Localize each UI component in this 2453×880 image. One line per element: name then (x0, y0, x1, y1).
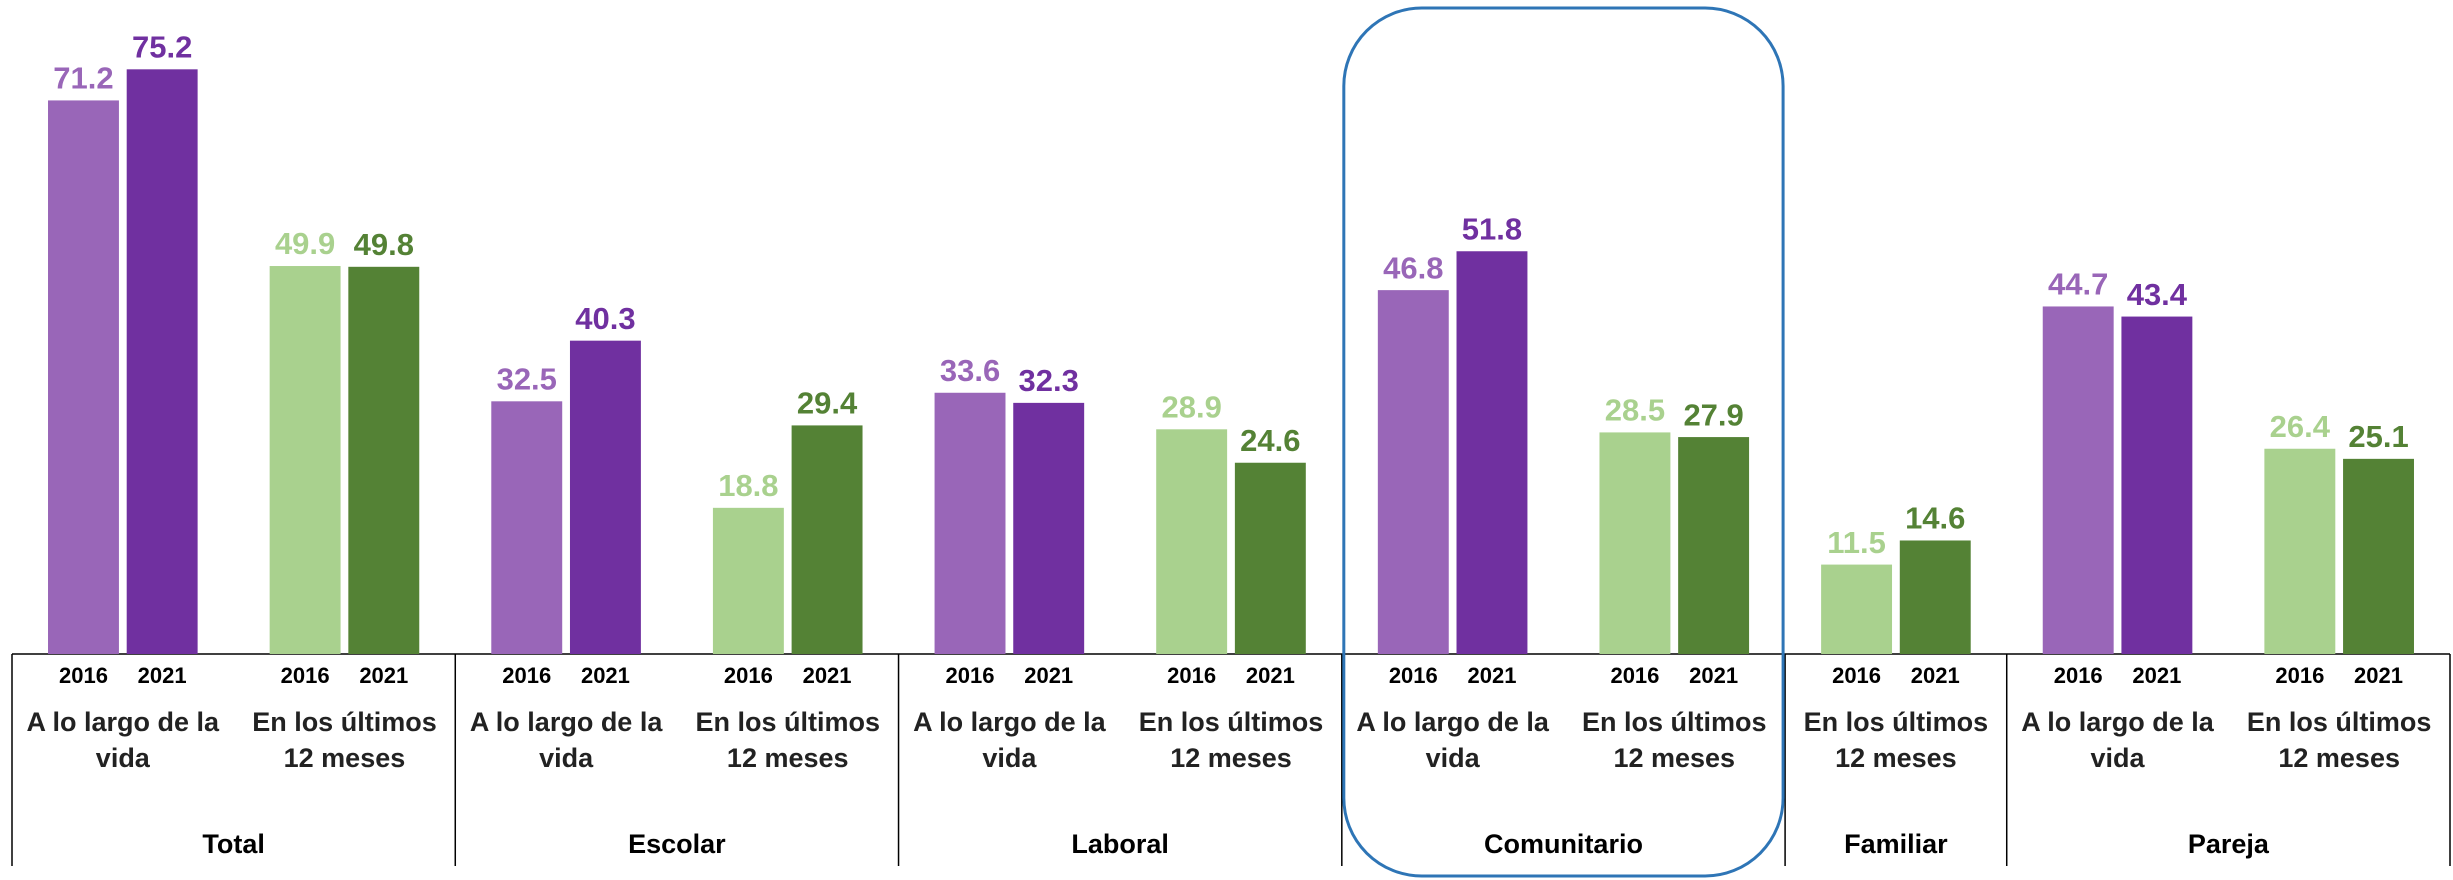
value-label: 14.6 (1905, 501, 1965, 536)
bar (1899, 540, 1971, 654)
bar (2121, 316, 2193, 654)
group-label: Comunitario (1484, 829, 1643, 859)
year-label: 2016 (59, 663, 108, 688)
value-label: 32.5 (497, 362, 557, 397)
bar (1013, 402, 1085, 654)
bar (269, 266, 341, 654)
year-label: 2016 (1610, 663, 1659, 688)
value-label: 25.1 (2348, 419, 2408, 454)
value-label: 29.4 (797, 386, 858, 421)
subgroup-label: A lo largo de la (2021, 707, 2215, 737)
subgroup-label: En los últimos (695, 707, 880, 737)
value-label: 49.8 (354, 227, 414, 262)
subgroup-label: A lo largo de la (470, 707, 664, 737)
subgroup-label: En los últimos (252, 707, 437, 737)
subgroup-label: 12 meses (727, 743, 849, 773)
subgroup-label: En los últimos (1804, 707, 1989, 737)
bar (2343, 458, 2414, 654)
value-label: 43.4 (2127, 277, 2188, 312)
value-label: 28.9 (1161, 389, 1221, 424)
group-label: Escolar (628, 829, 726, 859)
subgroup-label: En los últimos (1139, 707, 1324, 737)
subgroup-label: vida (2091, 743, 2146, 773)
year-label: 2021 (359, 663, 408, 688)
year-label: 2016 (2275, 663, 2324, 688)
bar (1377, 290, 1449, 654)
value-label: 28.5 (1605, 393, 1665, 428)
year-label: 2016 (1832, 663, 1881, 688)
subgroup-label: A lo largo de la (27, 707, 221, 737)
value-label: 75.2 (132, 30, 192, 65)
bar (491, 401, 563, 654)
value-label: 18.8 (718, 468, 778, 503)
bar (1821, 564, 1893, 654)
year-label: 2021 (2132, 663, 2181, 688)
year-label: 2016 (281, 663, 330, 688)
group-label: Total (202, 829, 265, 859)
bar (791, 425, 863, 654)
subgroup-label: A lo largo de la (1356, 707, 1550, 737)
bar (48, 100, 119, 655)
group-label: Pareja (2188, 829, 2270, 859)
highlight-box (1342, 6, 1785, 878)
value-label: 71.2 (53, 61, 113, 96)
bar (1234, 462, 1306, 654)
year-label: 2021 (138, 663, 187, 688)
subgroup-label: 12 meses (1835, 743, 1957, 773)
year-label: 2021 (581, 663, 630, 688)
value-label: 24.6 (1240, 423, 1300, 458)
year-label: 2016 (502, 663, 551, 688)
value-label: 11.5 (1827, 525, 1886, 560)
subgroup-label: 12 meses (284, 743, 406, 773)
year-label: 2016 (724, 663, 773, 688)
year-label: 2021 (1468, 663, 1517, 688)
subgroup-label: 12 meses (1613, 743, 1735, 773)
bar (1456, 251, 1528, 654)
subgroup-label: 12 meses (1170, 743, 1292, 773)
group-label: Familiar (1844, 829, 1948, 859)
year-label: 2021 (1024, 663, 1073, 688)
subgroup-label: En los últimos (2247, 707, 2432, 737)
bar (712, 507, 784, 654)
year-label: 2021 (2354, 663, 2403, 688)
value-label: 33.6 (940, 353, 1000, 388)
subgroup-label: vida (982, 743, 1037, 773)
value-label: 26.4 (2270, 409, 2331, 444)
subgroup-label: vida (96, 743, 151, 773)
bar (1599, 432, 1671, 654)
bar (1678, 437, 1750, 654)
bar (348, 266, 420, 654)
bar (1156, 429, 1228, 654)
year-label: 2021 (1246, 663, 1295, 688)
value-label: 27.9 (1683, 397, 1743, 432)
subgroup-label: 12 meses (2278, 743, 2400, 773)
bar (2042, 306, 2114, 654)
year-label: 2021 (1911, 663, 1960, 688)
subgroup-label: A lo largo de la (913, 707, 1107, 737)
group-label: Laboral (1071, 829, 1169, 859)
value-label: 40.3 (575, 301, 635, 336)
year-label: 2016 (1167, 663, 1216, 688)
year-label: 2021 (1689, 663, 1738, 688)
year-label: 2016 (1389, 663, 1438, 688)
value-label: 49.9 (275, 226, 335, 261)
bar (2264, 448, 2336, 654)
subgroup-label: vida (539, 743, 594, 773)
value-label: 46.8 (1383, 250, 1443, 285)
value-label: 51.8 (1462, 211, 1522, 246)
subgroup-label: vida (1426, 743, 1481, 773)
year-label: 2016 (946, 663, 995, 688)
value-label: 44.7 (2048, 267, 2108, 302)
bar (569, 340, 641, 654)
year-label: 2021 (803, 663, 852, 688)
year-label: 2016 (2054, 663, 2103, 688)
bar (934, 392, 1006, 654)
value-label: 32.3 (1019, 363, 1079, 398)
bar (126, 69, 198, 654)
subgroup-label: En los últimos (1582, 707, 1767, 737)
